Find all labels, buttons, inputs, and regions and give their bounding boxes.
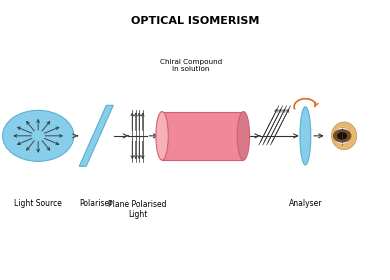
Text: Light Source: Light Source <box>14 199 62 208</box>
Polygon shape <box>79 105 113 166</box>
Bar <box>162 112 243 160</box>
Text: Plane Polarised
Light: Plane Polarised Light <box>108 200 167 219</box>
Text: Analyser: Analyser <box>289 199 322 208</box>
Circle shape <box>338 133 346 139</box>
Ellipse shape <box>237 112 250 160</box>
Ellipse shape <box>332 122 357 150</box>
Text: Chiral Compound
In solution: Chiral Compound In solution <box>160 59 222 72</box>
Text: Polariser: Polariser <box>80 199 113 208</box>
Text: OPTICAL ISOMERISM: OPTICAL ISOMERISM <box>131 16 259 26</box>
Circle shape <box>333 130 351 142</box>
Ellipse shape <box>333 127 351 144</box>
Circle shape <box>3 110 74 161</box>
Ellipse shape <box>300 107 311 165</box>
Ellipse shape <box>156 112 168 160</box>
